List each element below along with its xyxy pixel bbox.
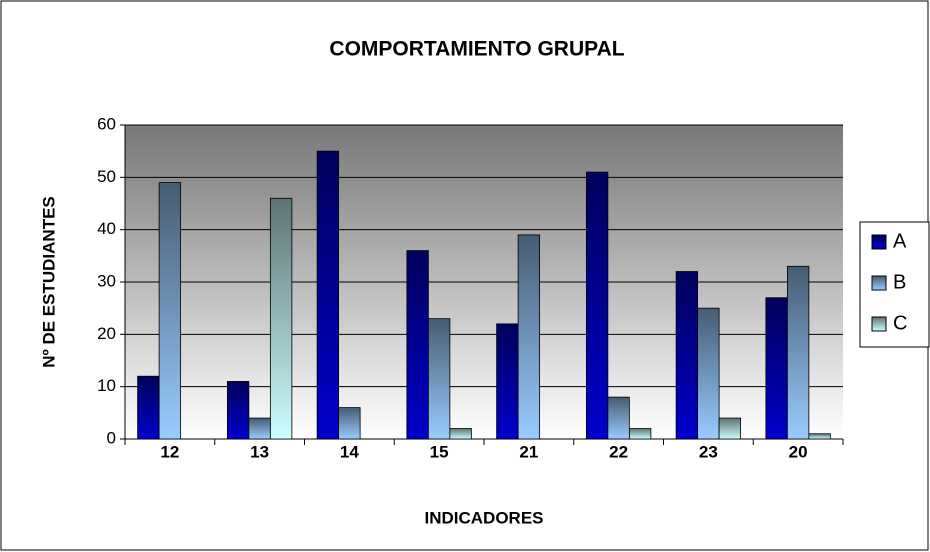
bar	[269, 197, 293, 440]
legend-label: A	[893, 230, 907, 252]
y-axis-label: Nº DE ESTUDIANTES	[39, 196, 58, 368]
y-tick-label: 10	[97, 376, 116, 395]
bar	[697, 307, 720, 440]
x-tick-label: 20	[789, 442, 808, 461]
bar	[316, 150, 340, 440]
x-tick-label: 14	[340, 442, 359, 461]
chart-title: COMPORTAMIENTO GRUPAL	[329, 38, 624, 61]
y-tick-label: 40	[97, 219, 116, 238]
bar	[585, 171, 609, 440]
bar	[226, 381, 250, 440]
bar	[158, 182, 182, 440]
bar	[248, 417, 271, 440]
y-tick-label: 50	[97, 167, 116, 186]
x-tick-label: 21	[519, 442, 538, 461]
bar	[718, 417, 742, 440]
y-tick-label: 60	[97, 114, 116, 133]
bar	[675, 271, 699, 440]
bar	[628, 428, 652, 440]
x-axis-label: INDICADORES	[424, 508, 543, 527]
legend-marker	[871, 275, 887, 291]
legend-marker	[871, 234, 887, 250]
bar	[338, 407, 361, 440]
y-tick-label: 20	[97, 324, 116, 343]
x-tick-label: 22	[609, 442, 628, 461]
bar	[517, 234, 541, 440]
bar	[406, 250, 429, 440]
x-tick-label: 23	[699, 442, 718, 461]
bar	[137, 375, 160, 440]
y-tick-label: 0	[107, 428, 116, 447]
legend-label: B	[893, 271, 906, 293]
x-tick-label: 15	[430, 442, 449, 461]
legend-marker	[871, 316, 887, 332]
bar	[808, 433, 831, 440]
x-tick-label: 13	[250, 442, 269, 461]
bar	[449, 428, 472, 440]
x-tick-label: 12	[160, 442, 179, 461]
bar	[496, 323, 519, 440]
y-tick-label: 30	[97, 271, 116, 290]
bar	[427, 318, 451, 440]
bar	[786, 265, 810, 440]
legend-label: C	[893, 312, 907, 334]
bar	[765, 297, 788, 440]
bar	[607, 396, 630, 440]
